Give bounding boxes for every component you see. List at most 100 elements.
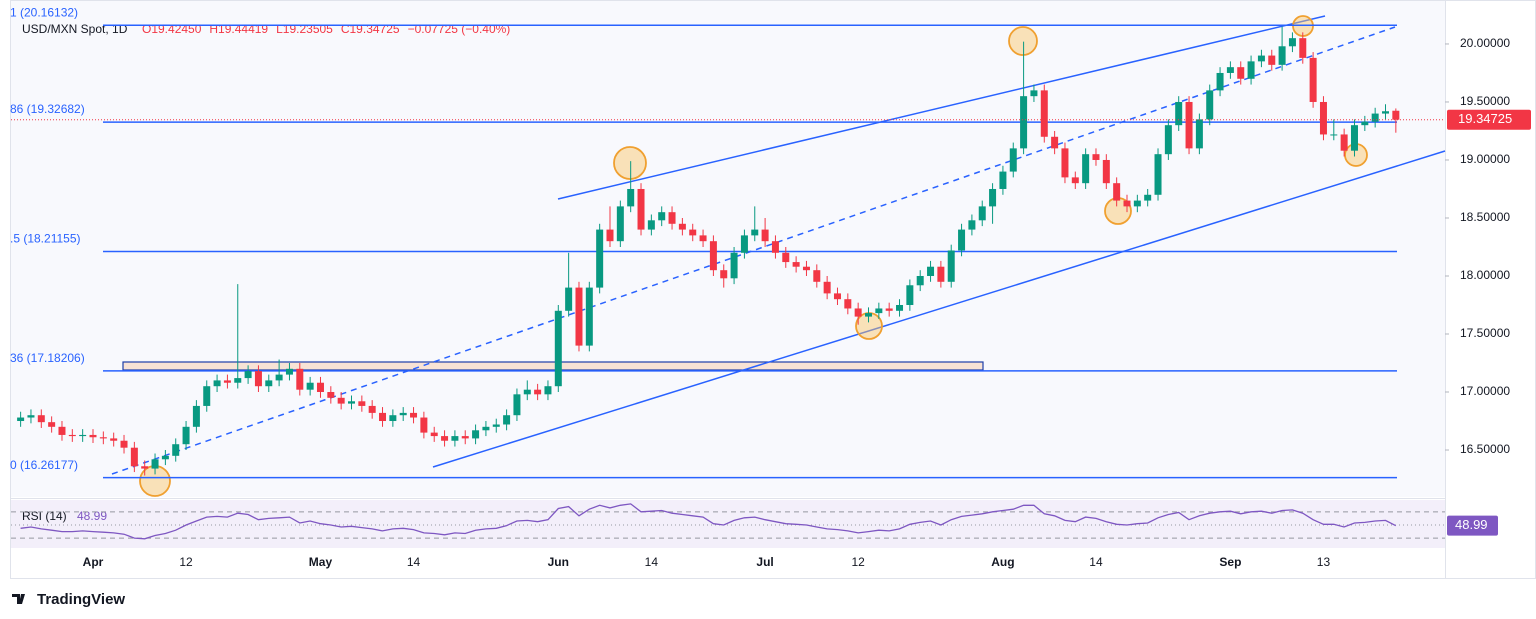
channel-lower: [432, 150, 1446, 468]
candle-body: [1030, 90, 1038, 97]
candle-body: [1082, 154, 1090, 184]
candle-body: [68, 434, 76, 437]
drawings: [111, 15, 1446, 475]
y-tick-label: 16.50000: [1460, 442, 1510, 456]
candle-body: [1123, 200, 1131, 207]
candle-body: [668, 212, 676, 224]
candle-body: [89, 434, 97, 438]
candle-body: [399, 412, 407, 416]
candles: [17, 26, 1400, 476]
candle-body: [368, 405, 376, 413]
candle-body: [802, 266, 810, 271]
y-tick-label: 19.00000: [1460, 152, 1510, 166]
candle-body: [699, 235, 707, 242]
candle-body: [1102, 159, 1110, 184]
fib-label: .5 (18.21155): [10, 232, 81, 246]
supply-zone: [122, 361, 984, 371]
candle-body: [606, 229, 614, 242]
candle-body: [234, 378, 242, 383]
candle-body: [223, 380, 231, 383]
candle-body: [740, 235, 748, 253]
candle-body: [192, 405, 200, 427]
candle-body: [1237, 67, 1245, 79]
rsi-tag: [1447, 515, 1498, 536]
candle-body: [947, 250, 955, 282]
ohlc-label: −0.07725 (−0.40%): [408, 22, 511, 36]
x-tick-label: 14: [407, 555, 421, 569]
candle-body: [410, 412, 418, 418]
candle-body: [244, 371, 252, 379]
candle-body: [17, 417, 25, 422]
ohlc-label: O19.42450: [142, 22, 202, 36]
x-tick-label: Jul: [756, 555, 773, 569]
candle-body: [213, 380, 221, 387]
x-tick-label: 12: [851, 555, 865, 569]
candle-body: [678, 223, 686, 230]
candle-body: [875, 308, 883, 314]
candle-body: [1278, 46, 1286, 65]
candle-body: [461, 436, 469, 439]
candle-body: [730, 252, 738, 279]
candle-body: [327, 392, 335, 398]
candle-body: [968, 220, 976, 230]
candle-body: [316, 382, 324, 393]
candle-body: [771, 241, 779, 253]
candle-body: [37, 415, 45, 423]
x-tick-label: Jun: [548, 555, 569, 569]
candle-body: [492, 424, 500, 427]
candle-body: [441, 436, 449, 441]
candle-body: [1206, 90, 1214, 120]
channel-upper: [557, 15, 1326, 200]
candle-body: [141, 466, 149, 469]
candle-body: [306, 382, 314, 390]
candle-body: [833, 293, 841, 300]
candle-body: [275, 374, 283, 381]
x-tick-label: Apr: [83, 555, 104, 569]
rsi-title: RSI (14): [22, 509, 67, 523]
candle-body: [430, 432, 438, 437]
candle-body: [565, 287, 573, 311]
candle-body: [482, 426, 490, 431]
candle-body: [513, 394, 521, 416]
candle-body: [265, 380, 273, 387]
candle-body: [792, 262, 800, 267]
candle-body: [999, 171, 1007, 189]
candle-body: [658, 212, 666, 221]
plot-background: [11, 1, 1445, 497]
candle-body: [379, 412, 387, 422]
candle-body: [1309, 57, 1317, 102]
candle-body: [916, 275, 924, 286]
candle-body: [1226, 67, 1234, 73]
candle-body: [1247, 61, 1255, 79]
candle-body: [348, 401, 355, 404]
candle-body: [751, 229, 759, 236]
candle-body: [782, 252, 790, 263]
fib-label: 1 (20.16132): [10, 5, 78, 19]
highlight-circle: [613, 146, 647, 180]
candle-body: [1371, 113, 1379, 122]
candle-body: [575, 287, 583, 346]
candle-body: [689, 229, 697, 236]
candle-body: [885, 308, 893, 311]
highlight-circles: [139, 15, 1368, 497]
fib-label: 0 (16.26177): [10, 458, 78, 472]
candle-body: [472, 430, 480, 439]
rsi-background: [11, 500, 1445, 548]
candle-body: [337, 397, 345, 404]
candle-body: [989, 188, 997, 207]
candle-body: [1330, 134, 1338, 136]
candle-body: [1071, 177, 1079, 184]
candle-body: [709, 241, 717, 271]
x-tick-label: Sep: [1219, 555, 1241, 569]
candle-body: [389, 415, 397, 422]
ohlc-label: C19.34725: [341, 22, 400, 36]
symbol-title: USD/MXN Spot, 1D: [22, 22, 128, 36]
candle-body: [1061, 148, 1069, 178]
candle-body: [79, 434, 87, 437]
candle-body: [596, 229, 604, 288]
candle-body: [503, 415, 511, 425]
candle-body: [172, 444, 180, 456]
last-price-tag: [1447, 109, 1531, 130]
candle-body: [1164, 125, 1172, 155]
